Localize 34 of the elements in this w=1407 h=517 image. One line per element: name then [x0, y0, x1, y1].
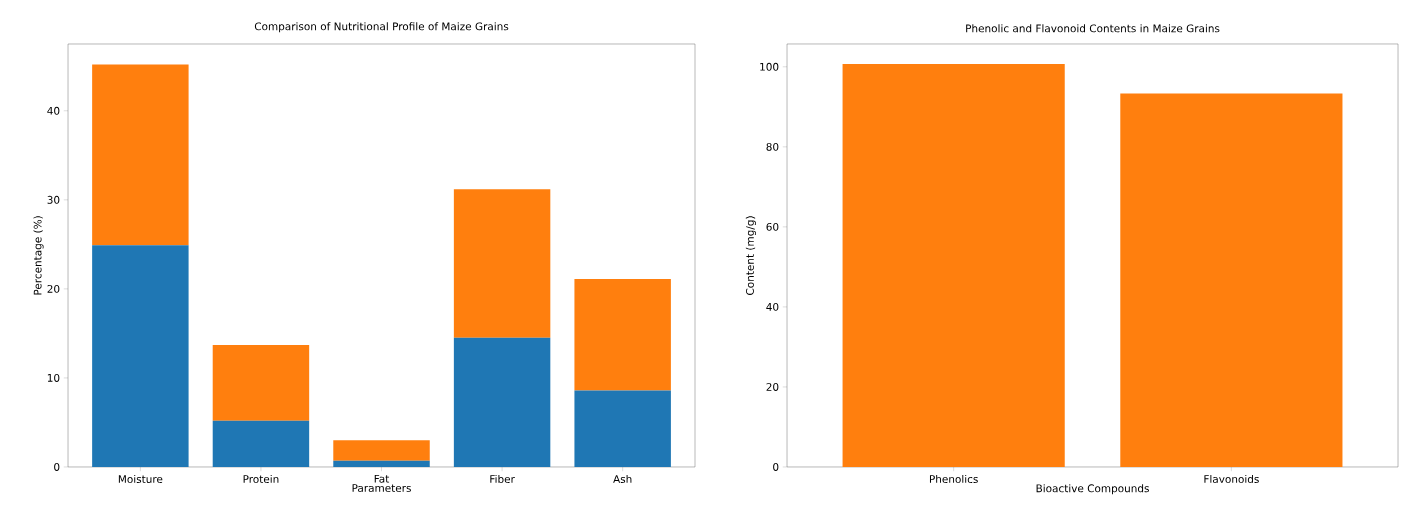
- x-axis-title: Parameters: [352, 484, 411, 492]
- bar: [92, 245, 189, 467]
- x-tick-label: Fiber: [490, 474, 515, 484]
- y-tick-label: 20: [766, 382, 779, 391]
- bar: [212, 344, 310, 421]
- y-axis-title: Percentage (%): [33, 216, 44, 295]
- bar: [92, 64, 189, 246]
- y-tick-label: 30: [47, 195, 60, 204]
- y-tick-label: 40: [766, 302, 779, 311]
- x-tick-label: Phenolics: [929, 474, 978, 484]
- y-tick-label: 10: [47, 373, 60, 382]
- y-tick-label: 20: [47, 284, 60, 293]
- y-tick-label: 80: [766, 142, 779, 151]
- bar: [453, 189, 551, 338]
- x-axis-title: Bioactive Compounds: [1036, 484, 1149, 495]
- y-axis-title: Content (mg/g): [745, 216, 756, 295]
- bar: [574, 390, 671, 467]
- bar: [212, 420, 310, 467]
- y-tick-label: 0: [773, 463, 779, 471]
- y-tick-label: 60: [766, 222, 779, 231]
- bar: [574, 279, 671, 391]
- y-tick-label: 0: [54, 463, 60, 471]
- bar: [333, 440, 430, 461]
- x-tick-label: Flavonoids: [1204, 474, 1259, 484]
- y-tick-label: 40: [47, 106, 60, 115]
- bar: [453, 337, 551, 467]
- chart-title: Phenolic and Flavonoid Contents in Maize Grains: [966, 24, 1220, 33]
- bar: [333, 460, 430, 467]
- x-tick-label: Fat: [374, 474, 390, 483]
- y-tick-label: 100: [760, 62, 779, 71]
- x-tick-label: Moisture: [118, 474, 163, 484]
- x-tick-label: Ash: [613, 474, 632, 484]
- chart-title: Comparison of Nutritional Profile of Maize Grains: [254, 22, 509, 33]
- x-tick-label: Protein: [243, 474, 279, 484]
